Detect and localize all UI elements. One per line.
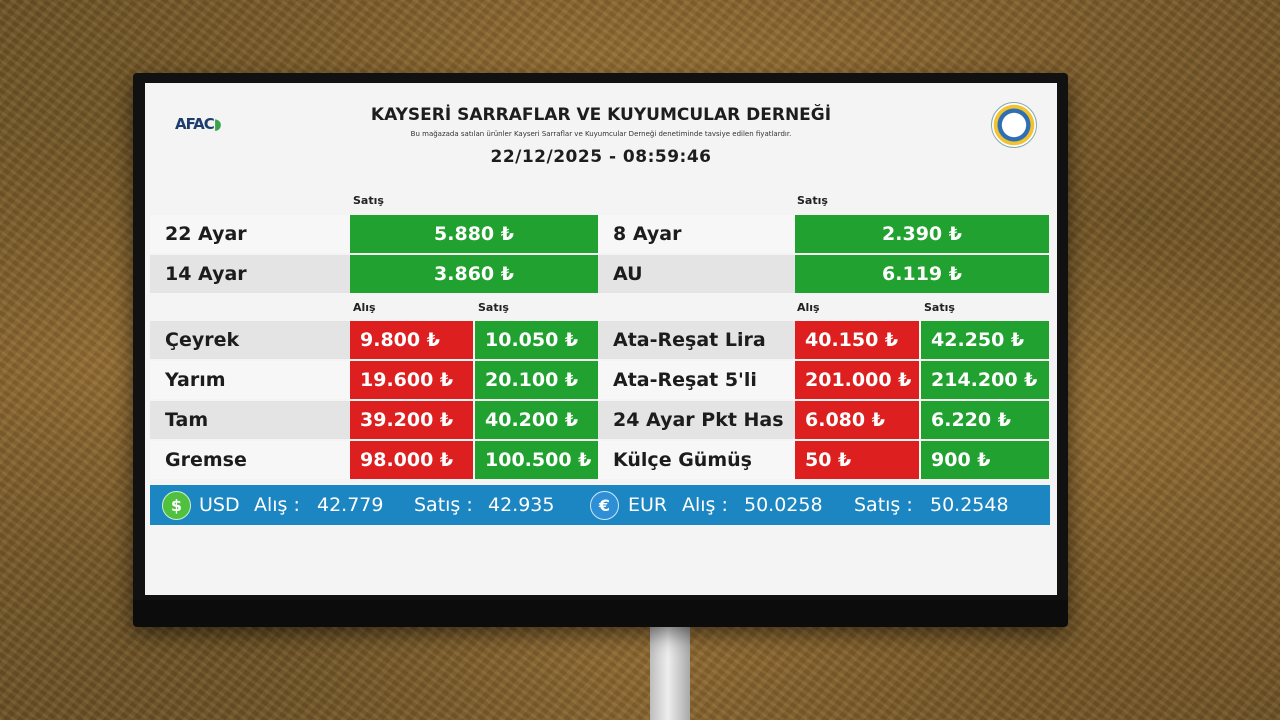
tv-stand: [650, 620, 690, 720]
price-alis: 19.600 ₺: [350, 361, 473, 399]
usd-satis-label: Satış :: [414, 494, 473, 516]
price-alis: 50 ₺: [795, 441, 919, 479]
tv-bezel-bottom: [133, 600, 1068, 627]
usd-alis-label: Alış :: [254, 494, 300, 516]
price-row-name: Ata-Reşat Lira: [598, 321, 795, 359]
satis-header-left-dual: Satış: [478, 301, 509, 314]
page-subtitle: Bu mağazada satılan ürünler Kayseri Sarr…: [410, 130, 792, 138]
price-row-name: Yarım: [150, 361, 350, 399]
price-row-name: 8 Ayar: [598, 215, 795, 253]
price-satis: 40.200 ₺: [475, 401, 598, 439]
price-satis: 10.050 ₺: [475, 321, 598, 359]
price-row-name: Külçe Gümüş: [598, 441, 795, 479]
price-row-name: 14 Ayar: [150, 255, 350, 293]
price-satis: 3.860 ₺: [350, 255, 598, 293]
price-row-name: AU: [598, 255, 795, 293]
price-alis: 6.080 ₺: [795, 401, 919, 439]
usd-alis-value: 42.779: [317, 494, 384, 516]
price-satis: 2.390 ₺: [795, 215, 1049, 253]
alis-header-right: Alış: [797, 301, 820, 314]
city-seal-icon: [991, 102, 1037, 148]
currency-bar: $ USD Alış : 42.779 Satış : 42.935 € EUR…: [150, 485, 1050, 525]
price-satis: 100.500 ₺: [475, 441, 598, 479]
satis-header-right-dual: Satış: [924, 301, 955, 314]
eur-satis-label: Satış :: [854, 494, 913, 516]
price-satis: 214.200 ₺: [921, 361, 1049, 399]
euro-icon: €: [590, 491, 619, 520]
price-satis: 6.220 ₺: [921, 401, 1049, 439]
price-row-name: Gremse: [150, 441, 350, 479]
price-satis: 6.119 ₺: [795, 255, 1049, 293]
price-row-name: Çeyrek: [150, 321, 350, 359]
eur-code: EUR: [628, 494, 668, 516]
page-title: KAYSERİ SARRAFLAR VE KUYUMCULAR DERNEĞİ: [370, 105, 832, 125]
price-satis: 5.880 ₺: [350, 215, 598, 253]
eur-satis-value: 50.2548: [930, 494, 1009, 516]
association-logo: AFAC◗: [175, 115, 222, 133]
price-alis: 98.000 ₺: [350, 441, 473, 479]
price-row-name: Ata-Reşat 5'li: [598, 361, 795, 399]
alis-header-left: Alış: [353, 301, 376, 314]
price-row-name: 22 Ayar: [150, 215, 350, 253]
satis-header-left: Satış: [353, 194, 384, 207]
price-alis: 40.150 ₺: [795, 321, 919, 359]
price-satis: 42.250 ₺: [921, 321, 1049, 359]
usd-code: USD: [199, 494, 240, 516]
price-alis: 9.800 ₺: [350, 321, 473, 359]
dollar-icon: $: [162, 491, 191, 520]
price-satis: 900 ₺: [921, 441, 1049, 479]
price-alis: 39.200 ₺: [350, 401, 473, 439]
price-row-name: Tam: [150, 401, 350, 439]
satis-header-right: Satış: [797, 194, 828, 207]
price-row-name: 24 Ayar Pkt Has: [598, 401, 795, 439]
datetime-display: 22/12/2025 - 08:59:46: [490, 147, 712, 167]
eur-alis-label: Alış :: [682, 494, 728, 516]
usd-satis-value: 42.935: [488, 494, 555, 516]
price-board-screen: AFAC◗ KAYSERİ SARRAFLAR VE KUYUMCULAR DE…: [145, 83, 1057, 595]
eur-alis-value: 50.0258: [744, 494, 823, 516]
price-satis: 20.100 ₺: [475, 361, 598, 399]
price-alis: 201.000 ₺: [795, 361, 919, 399]
